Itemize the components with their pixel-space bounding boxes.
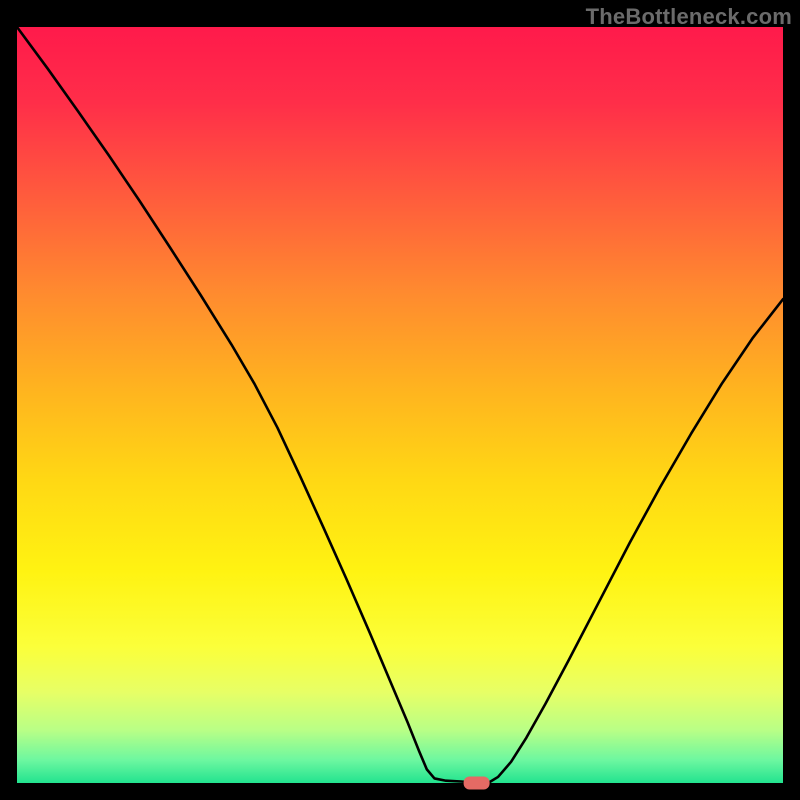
plot-background-gradient bbox=[17, 27, 783, 783]
watermark-text: TheBottleneck.com bbox=[586, 4, 792, 30]
chart-svg bbox=[0, 0, 800, 800]
bottleneck-chart: TheBottleneck.com bbox=[0, 0, 800, 800]
optimal-marker bbox=[464, 777, 490, 790]
